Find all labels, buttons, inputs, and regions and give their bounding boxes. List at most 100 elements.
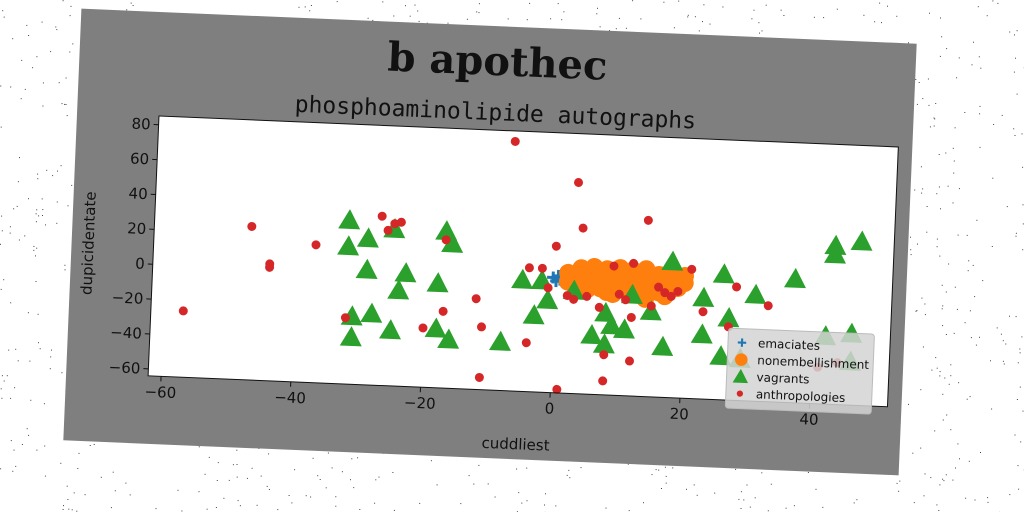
legend-label: emaciates: [758, 336, 821, 353]
noise-speck: [268, 489, 270, 490]
noise-speck: [291, 502, 293, 504]
noise-speck: [1015, 316, 1017, 318]
y-tick-label: −60: [108, 358, 140, 377]
noise-speck: [317, 475, 319, 477]
noise-speck: [51, 349, 52, 351]
y-axis-label: dupicidentate: [77, 191, 99, 295]
noise-speck: [1015, 232, 1017, 234]
noise-speck: [924, 303, 926, 305]
y-tick-label: −20: [111, 288, 143, 307]
noise-speck: [56, 201, 58, 203]
noise-speck: [125, 482, 127, 484]
noise-speck: [17, 360, 19, 362]
vagrants-point: [437, 328, 460, 349]
noise-speck: [21, 444, 23, 445]
noise-speck: [946, 48, 948, 50]
noise-speck: [1014, 34, 1015, 36]
noise-speck: [908, 403, 909, 405]
noise-speck: [693, 484, 695, 486]
noise-speck: [33, 249, 35, 251]
noise-speck: [298, 6, 300, 8]
noise-speck: [970, 337, 972, 339]
noise-speck: [935, 357, 937, 359]
noise-speck: [942, 393, 944, 395]
noise-speck: [863, 14, 865, 16]
noise-speck: [353, 487, 355, 489]
noise-speck: [1, 375, 3, 377]
noise-speck: [969, 310, 971, 312]
vagrants-point: [426, 272, 449, 293]
legend-label: anthropologies: [756, 387, 846, 405]
noise-speck: [673, 27, 675, 29]
vagrants-point: [692, 286, 715, 308]
noise-speck: [336, 1, 338, 3]
vagrants-point: [522, 304, 545, 325]
noise-speck: [418, 20, 420, 22]
anthropologies-point: [629, 258, 639, 268]
noise-speck: [921, 297, 923, 299]
noise-speck: [979, 113, 981, 115]
noise-speck: [971, 64, 973, 66]
noise-speck: [260, 475, 262, 477]
noise-speck: [976, 219, 978, 221]
noise-speck: [912, 452, 914, 454]
noise-speck: [899, 480, 901, 482]
vagrants-point: [651, 335, 674, 356]
anthropologies-point: [666, 291, 676, 301]
noise-speck: [655, 469, 657, 471]
noise-speck: [958, 188, 960, 190]
noise-speck: [112, 471, 114, 473]
noise-speck: [41, 21, 43, 23]
anthropologies-point: [599, 350, 609, 360]
legend-label: vagrants: [756, 370, 809, 386]
noise-speck: [204, 473, 206, 475]
noise-speck: [945, 474, 947, 476]
anthropologies-point: [763, 301, 773, 311]
noise-speck: [73, 492, 75, 494]
noise-speck: [954, 286, 956, 288]
anthropologies-point: [510, 136, 520, 146]
noise-speck: [310, 496, 312, 498]
noise-speck: [1022, 204, 1024, 206]
noise-speck: [1022, 410, 1024, 412]
noise-speck: [950, 375, 952, 377]
noise-speck: [24, 88, 26, 90]
noise-speck: [10, 440, 12, 442]
noise-speck: [382, 1, 384, 3]
noise-speck: [37, 173, 39, 175]
noise-speck: [979, 105, 981, 107]
noise-speck: [478, 3, 480, 5]
noise-speck: [1021, 336, 1023, 338]
vagrants-point: [337, 235, 360, 256]
vagrants-point: [850, 230, 873, 251]
noise-speck: [991, 408, 993, 410]
noise-speck: [177, 489, 179, 491]
noise-speck: [879, 2, 881, 4]
noise-speck: [987, 497, 989, 499]
vagrants-point: [824, 243, 846, 264]
anthropologies-point: [654, 282, 664, 292]
noise-speck: [526, 500, 528, 502]
noise-speck: [37, 178, 39, 180]
noise-speck: [596, 13, 598, 15]
noise-speck: [239, 505, 241, 507]
noise-speck: [468, 475, 470, 477]
noise-speck: [853, 502, 855, 504]
noise-speck: [980, 452, 981, 453]
noise-speck: [874, 21, 876, 23]
vagrants-point: [424, 317, 447, 338]
noise-speck: [941, 36, 943, 38]
noise-speck: [44, 445, 46, 447]
noise-speck: [17, 181, 19, 183]
noise-speck: [15, 348, 17, 350]
noise-speck: [780, 9, 782, 11]
noise-speck: [35, 281, 37, 282]
noise-speck: [1020, 441, 1022, 443]
noise-speck: [1009, 315, 1010, 317]
noise-speck: [977, 6, 979, 8]
noise-speck: [0, 85, 2, 87]
noise-speck: [63, 505, 64, 507]
vagrants-point: [612, 318, 635, 339]
noise-speck: [10, 302, 12, 304]
y-tick-label: 80: [131, 115, 151, 134]
